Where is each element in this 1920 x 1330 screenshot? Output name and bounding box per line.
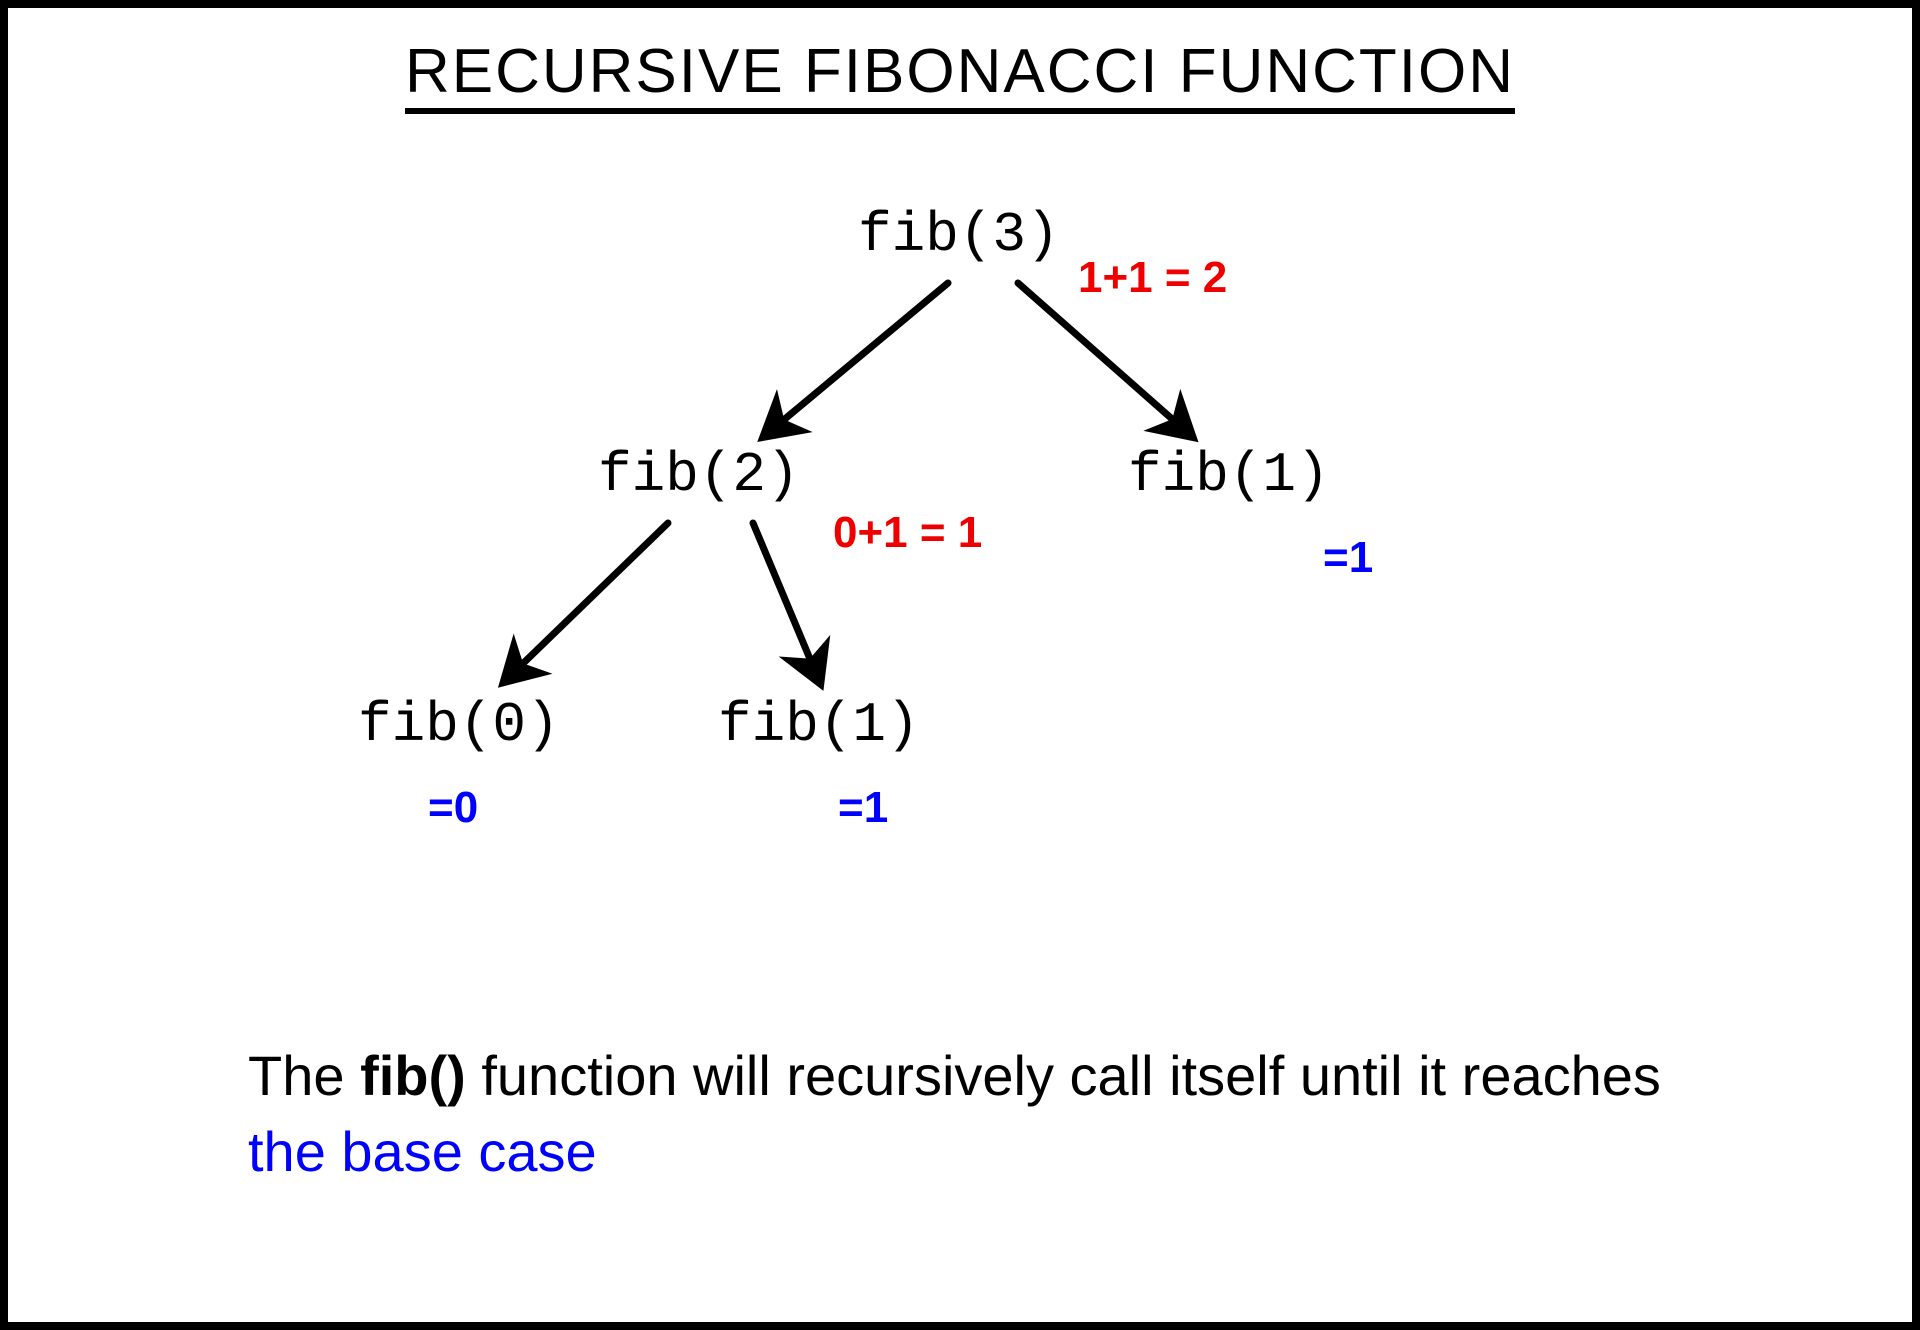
edge-root-n1r — [1018, 283, 1188, 433]
edge-n2-n0 — [508, 523, 668, 678]
node-n1r: fib(1) — [1128, 443, 1330, 507]
annotation-root: 1+1 = 2 — [1078, 253, 1227, 303]
annotation-n1r: =1 — [1323, 533, 1373, 583]
node-root: fib(3) — [858, 203, 1060, 267]
node-n1l: fib(1) — [718, 693, 920, 757]
edge-root-n2 — [768, 283, 948, 433]
annotation-n0: =0 — [428, 783, 478, 833]
caption-part: The — [248, 1044, 360, 1107]
annotation-n2: 0+1 = 1 — [833, 508, 982, 558]
diagram-title-text: RECURSIVE FIBONACCI FUNCTION — [405, 37, 1515, 114]
node-n0: fib(0) — [358, 693, 560, 757]
caption: The fib() function will recursively call… — [248, 1038, 1728, 1189]
annotation-n1l: =1 — [838, 783, 888, 833]
edge-n2-n1l — [753, 523, 818, 678]
diagram-frame: RECURSIVE FIBONACCI FUNCTION fib(3) 1+1 =… — [0, 0, 1920, 1330]
caption-part: fib() — [360, 1044, 466, 1107]
caption-part: the base case — [248, 1120, 597, 1183]
node-n2: fib(2) — [598, 443, 800, 507]
caption-part: function will recursively call itself un… — [466, 1044, 1661, 1107]
diagram-title: RECURSIVE FIBONACCI FUNCTION — [8, 36, 1912, 107]
